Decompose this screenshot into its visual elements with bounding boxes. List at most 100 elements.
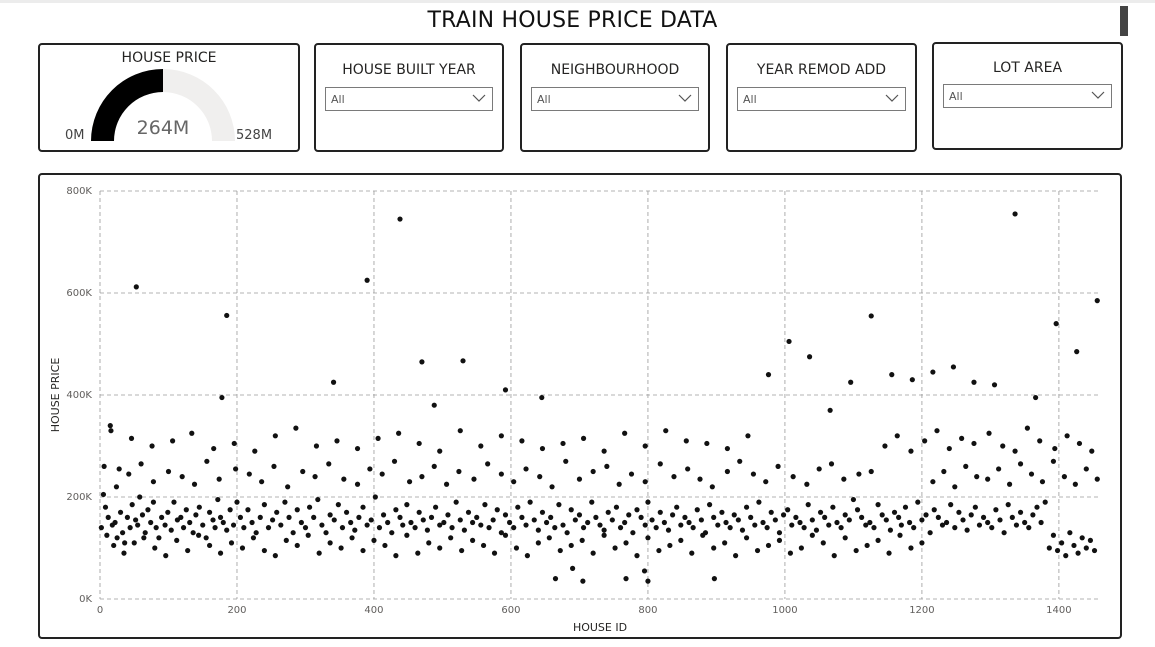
data-point[interactable]: [948, 502, 954, 508]
data-point[interactable]: [431, 402, 437, 408]
data-point[interactable]: [364, 522, 370, 528]
data-point[interactable]: [889, 372, 895, 378]
data-point[interactable]: [1000, 443, 1006, 449]
data-point[interactable]: [813, 527, 820, 533]
data-point[interactable]: [731, 512, 737, 518]
data-point[interactable]: [941, 468, 947, 475]
data-point[interactable]: [564, 530, 570, 536]
data-point[interactable]: [612, 545, 618, 551]
data-point[interactable]: [548, 514, 554, 520]
data-point[interactable]: [539, 509, 546, 515]
data-point[interactable]: [315, 496, 321, 503]
data-point[interactable]: [535, 540, 541, 546]
data-point[interactable]: [906, 519, 913, 526]
data-point[interactable]: [145, 507, 151, 513]
data-point[interactable]: [568, 507, 574, 513]
data-point[interactable]: [113, 484, 120, 490]
data-point[interactable]: [613, 504, 620, 510]
data-point[interactable]: [246, 471, 252, 477]
data-point[interactable]: [412, 525, 418, 531]
data-point[interactable]: [576, 476, 583, 482]
data-point[interactable]: [875, 537, 881, 543]
data-point[interactable]: [191, 481, 198, 487]
data-point[interactable]: [482, 502, 488, 508]
data-point[interactable]: [126, 471, 132, 477]
data-point[interactable]: [750, 471, 757, 477]
data-point[interactable]: [915, 499, 921, 505]
data-point[interactable]: [524, 553, 530, 559]
data-points[interactable]: [98, 211, 1100, 584]
data-point[interactable]: [506, 519, 513, 526]
data-point[interactable]: [1017, 509, 1024, 515]
data-point[interactable]: [424, 527, 430, 533]
data-point[interactable]: [801, 525, 807, 531]
data-point[interactable]: [216, 476, 222, 482]
data-point[interactable]: [426, 540, 432, 546]
slicer-dropdown[interactable]: All: [737, 87, 906, 111]
data-point[interactable]: [943, 519, 950, 526]
slicer-lot-area[interactable]: LOT AREA All: [932, 42, 1123, 150]
data-point[interactable]: [311, 514, 317, 520]
data-point[interactable]: [385, 519, 391, 526]
data-point[interactable]: [552, 576, 559, 582]
data-point[interactable]: [572, 517, 578, 523]
data-point[interactable]: [486, 525, 492, 531]
data-point[interactable]: [1063, 553, 1069, 559]
data-point[interactable]: [685, 466, 691, 472]
data-point[interactable]: [630, 530, 636, 536]
data-point[interactable]: [1013, 522, 1020, 528]
data-point[interactable]: [331, 517, 337, 523]
data-point[interactable]: [678, 522, 684, 528]
data-point[interactable]: [996, 466, 1002, 472]
data-point[interactable]: [1012, 211, 1018, 217]
data-point[interactable]: [539, 394, 545, 401]
scatter-chart-card[interactable]: 0K 200K 400K 600K 800K 0 200 400 600 800 1000 1200…: [38, 173, 1122, 639]
data-point[interactable]: [960, 517, 966, 523]
data-point[interactable]: [1054, 547, 1061, 554]
slicer-dropdown[interactable]: All: [325, 87, 493, 111]
data-point[interactable]: [457, 517, 463, 523]
data-point[interactable]: [138, 461, 144, 467]
data-point[interactable]: [711, 576, 717, 582]
data-point[interactable]: [642, 443, 648, 449]
data-point[interactable]: [511, 479, 517, 485]
data-point[interactable]: [772, 517, 778, 523]
data-point[interactable]: [326, 461, 332, 467]
data-point[interactable]: [727, 525, 733, 531]
slicer-year-remod-add[interactable]: YEAR REMOD ADD All: [726, 43, 917, 152]
data-point[interactable]: [259, 479, 265, 485]
data-point[interactable]: [919, 517, 925, 523]
data-point[interactable]: [227, 507, 233, 513]
data-point[interactable]: [527, 499, 533, 505]
data-point[interactable]: [396, 430, 402, 436]
data-point[interactable]: [210, 517, 216, 523]
data-point[interactable]: [494, 507, 500, 513]
data-point[interactable]: [490, 517, 496, 523]
slicer-dropdown[interactable]: All: [531, 87, 699, 111]
data-point[interactable]: [419, 359, 425, 365]
data-point[interactable]: [368, 517, 374, 523]
data-point[interactable]: [623, 540, 629, 546]
data-point[interactable]: [513, 545, 520, 551]
data-point[interactable]: [108, 428, 114, 434]
data-point[interactable]: [420, 517, 426, 523]
data-point[interactable]: [531, 517, 537, 523]
data-point[interactable]: [686, 519, 692, 526]
data-point[interactable]: [868, 468, 874, 475]
data-point[interactable]: [709, 484, 715, 490]
data-point[interactable]: [406, 479, 413, 485]
data-point[interactable]: [997, 517, 1003, 523]
data-point[interactable]: [302, 525, 309, 531]
data-point[interactable]: [535, 527, 541, 533]
data-point[interactable]: [711, 514, 717, 520]
data-point[interactable]: [330, 379, 337, 385]
data-point[interactable]: [133, 284, 139, 290]
data-point[interactable]: [867, 519, 873, 526]
data-point[interactable]: [437, 522, 443, 528]
data-point[interactable]: [338, 545, 344, 551]
data-point[interactable]: [278, 522, 284, 528]
data-point[interactable]: [327, 540, 333, 546]
data-point[interactable]: [991, 382, 998, 388]
data-point[interactable]: [1083, 545, 1089, 551]
data-point[interactable]: [985, 476, 991, 482]
